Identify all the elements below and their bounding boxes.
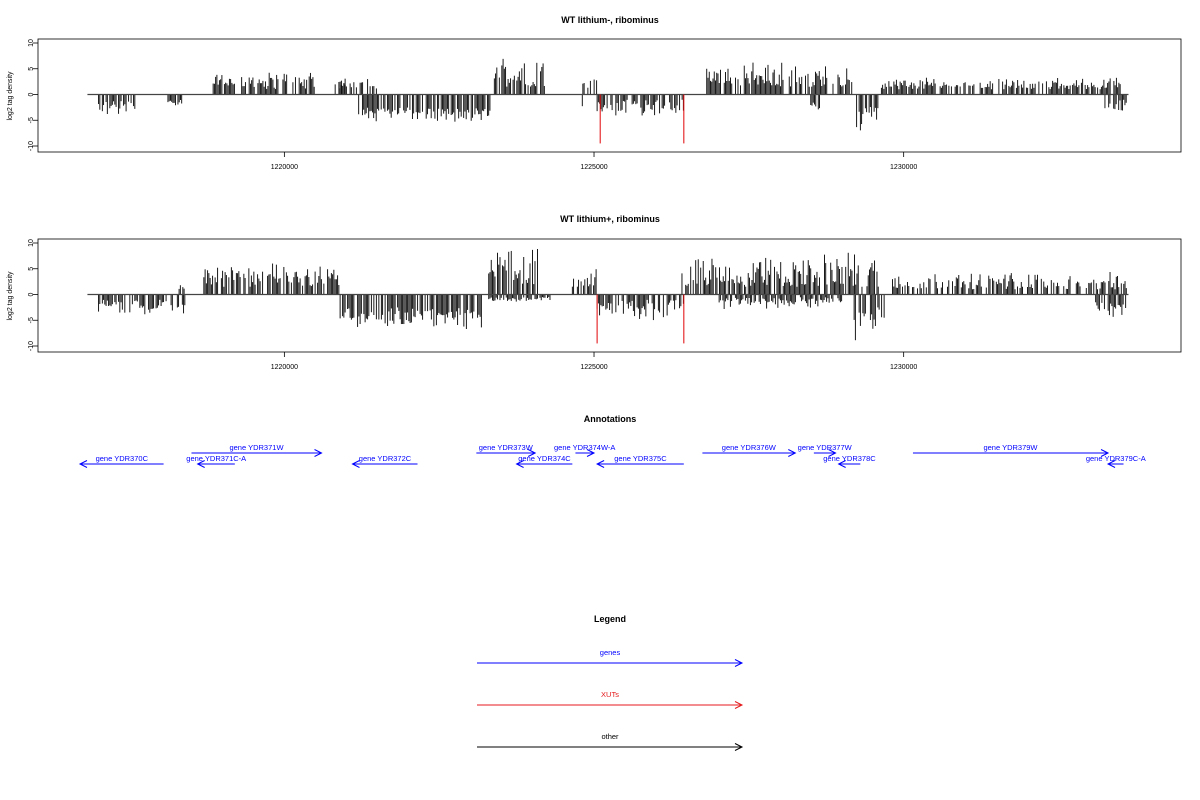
gene-annotation[interactable]: gene YDR375C	[595, 454, 684, 468]
gene-annotation[interactable]: gene YDR376W	[702, 443, 797, 457]
legend-arrow-head	[734, 743, 744, 751]
x-tick-label: 1230000	[890, 164, 917, 171]
gene-label: gene YDR379W	[983, 443, 1038, 452]
gene-arrow-head	[515, 460, 524, 468]
gene-label: gene YDR374W-A	[554, 443, 615, 452]
legend-item: XUTs	[477, 690, 744, 709]
y-tick-label: 10	[28, 239, 35, 247]
gene-arrow-head	[595, 460, 605, 468]
gene-arrow-head	[837, 460, 846, 468]
density-bars	[98, 58, 1127, 131]
legend-label: XUTs	[601, 690, 619, 699]
y-tick-label: -10	[28, 341, 35, 351]
panel-title: WT lithium-, ribominus	[561, 15, 659, 25]
x-tick-label: 1225000	[580, 364, 607, 371]
y-tick-label: -5	[28, 117, 35, 123]
gene-label: gene YDR374C	[518, 454, 571, 463]
gene-annotation[interactable]: gene YDR377W	[798, 443, 853, 457]
legend-label: other	[601, 732, 619, 741]
gene-label: gene YDR371W	[229, 443, 284, 452]
y-tick-label: 10	[28, 39, 35, 47]
xut-highlights	[596, 294, 685, 344]
y-tick-label: 5	[28, 67, 35, 71]
y-axis: -10 -5 0 5 10	[28, 239, 38, 351]
gene-annotations: gene YDR370C gene YDR371W gene YDR371C-A ge…	[78, 443, 1146, 468]
density-bars	[98, 249, 1127, 341]
y-tick-label: -5	[28, 317, 35, 323]
gene-annotation[interactable]: gene YDR374C	[515, 454, 573, 468]
x-tick-label: 1230000	[890, 364, 917, 371]
panel-title: WT lithium+, ribominus	[560, 214, 660, 224]
gene-arrow-head	[1106, 460, 1116, 468]
gene-annotation[interactable]: gene YDR370C	[78, 454, 164, 468]
gene-arrow-head	[828, 449, 837, 457]
y-tick-label: 0	[28, 92, 35, 96]
gene-annotation[interactable]: gene YDR371W	[191, 443, 323, 457]
track-panel-lithium-plus: WT lithium+, ribominus log2 tag density …	[7, 214, 1182, 371]
y-tick-label: -10	[28, 141, 35, 151]
gene-label: gene YDR376W	[722, 443, 777, 452]
x-tick-label: 1220000	[271, 364, 298, 371]
y-tick-label: 0	[28, 292, 35, 296]
gene-label: gene YDR371C-A	[186, 454, 246, 463]
legend-item: genes	[477, 648, 744, 667]
gene-annotation[interactable]: gene YDR378C	[823, 454, 876, 468]
gene-arrow-head	[527, 449, 537, 457]
legend-items: genes XUTs other	[477, 648, 744, 751]
y-axis-label: log2 tag density	[7, 271, 14, 321]
plot-frame	[37, 38, 1182, 153]
legend-arrow-head	[734, 659, 744, 667]
gene-arrow-head	[78, 460, 88, 468]
gene-annotation[interactable]: gene YDR371C-A	[186, 454, 246, 468]
y-tick-label: 5	[28, 267, 35, 271]
gene-label: gene YDR378C	[823, 454, 876, 463]
gene-arrow-head	[1100, 449, 1110, 457]
legend-item: other	[477, 732, 744, 751]
gene-label: gene YDR379C-A	[1086, 454, 1146, 463]
legend: Legend genes XUTs other	[477, 614, 744, 751]
gene-arrow-head	[586, 449, 596, 457]
x-tick-label: 1225000	[580, 164, 607, 171]
x-axis: 1220000 1225000 1230000	[271, 352, 917, 371]
gene-label: gene YDR373W	[479, 443, 534, 452]
plot-frame	[37, 238, 1182, 353]
gene-arrow-head	[788, 449, 797, 457]
y-axis: -10 -5 0 5 10	[28, 39, 38, 151]
legend-arrow-head	[734, 701, 744, 709]
gene-annotation[interactable]: gene YDR372C	[351, 454, 418, 468]
y-axis-label: log2 tag density	[7, 71, 14, 121]
gene-annotation[interactable]: gene YDR373W	[476, 443, 537, 457]
legend-title: Legend	[594, 614, 626, 624]
gene-annotation[interactable]: gene YDR379W	[912, 443, 1110, 457]
legend-label: genes	[600, 648, 621, 657]
x-tick-label: 1220000	[271, 164, 298, 171]
gene-arrow-head	[351, 460, 360, 468]
annotations-title: Annotations	[584, 414, 637, 424]
gene-annotation[interactable]: gene YDR374W-A	[554, 443, 615, 457]
gene-arrow-head	[314, 449, 323, 457]
gene-arrow-head	[196, 460, 205, 468]
gene-label: gene YDR372C	[359, 454, 412, 463]
gene-annotation[interactable]: gene YDR379C-A	[1086, 454, 1146, 468]
gene-label: gene YDR375C	[614, 454, 667, 463]
gene-label: gene YDR377W	[798, 443, 853, 452]
xut-highlights	[599, 94, 685, 144]
track-panel-lithium-minus: WT lithium-, ribominus log2 tag density …	[7, 15, 1182, 171]
x-axis: 1220000 1225000 1230000	[271, 152, 917, 171]
gene-label: gene YDR370C	[96, 454, 149, 463]
